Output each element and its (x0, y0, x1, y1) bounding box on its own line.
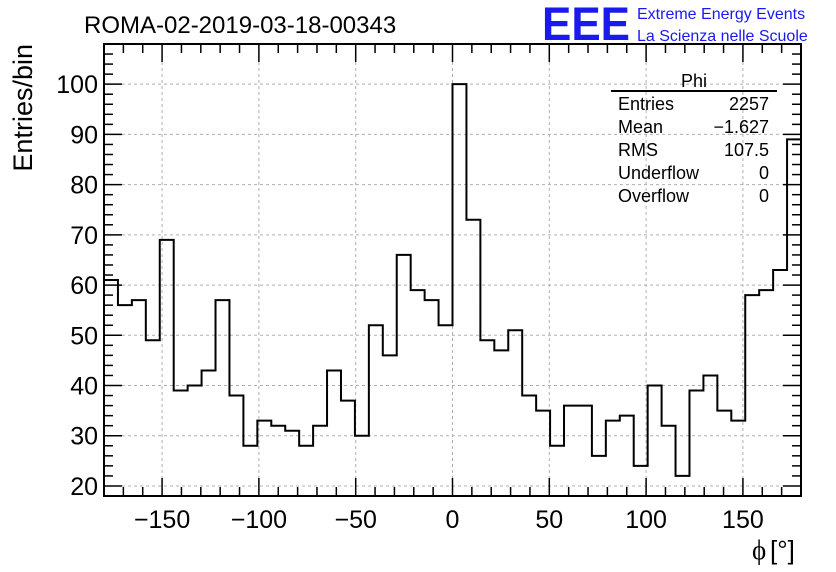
stats-title: Phi (681, 71, 707, 91)
y-tick-label: 60 (70, 272, 98, 300)
y-tick-labels: 20 30 40 50 60 70 80 90 100 (56, 71, 98, 501)
y-tick-label: 20 (70, 473, 98, 501)
stats-value: 0 (759, 163, 769, 183)
stats-value: 0 (759, 186, 769, 206)
y-axis-label: Entries/bin (8, 44, 38, 172)
y-tick-label: 100 (56, 71, 98, 99)
logo-mark: EEE (542, 0, 630, 50)
logo-line-1: Extreme Energy Events (637, 6, 805, 23)
plot-frame (103, 43, 802, 497)
stats-box: Phi Entries 2257 Mean −1.627 RMS 107.5 Underfl… (611, 71, 777, 206)
x-tick-label: 50 (535, 506, 563, 534)
stats-value: 107.5 (724, 140, 769, 160)
x-tick-label: 150 (722, 506, 764, 534)
y-tick-label: 80 (70, 172, 98, 200)
y-tick-label: 90 (70, 121, 98, 149)
stats-value: 2257 (729, 94, 769, 114)
y-tick-label: 30 (70, 423, 98, 451)
axis-ticks (104, 44, 801, 496)
x-axis-symbol: ϕ (752, 535, 766, 565)
x-axis-unit: [°] (770, 535, 795, 565)
x-tick-label: −150 (134, 506, 190, 534)
x-tick-label: −50 (334, 506, 376, 534)
stats-label: Underflow (618, 163, 700, 183)
x-tick-label: 100 (625, 506, 667, 534)
stats-label: Entries (618, 94, 674, 114)
stats-label: RMS (618, 140, 658, 160)
stats-label: Overflow (618, 186, 690, 206)
y-tick-label: 70 (70, 222, 98, 250)
eee-logo: EEE Extreme Energy Events La Scienza nel… (542, 0, 808, 50)
x-axis-label: ϕ [°] (752, 535, 795, 565)
chart-title: ROMA-02-2019-03-18-00343 (84, 12, 396, 39)
histogram-series (104, 83, 801, 477)
x-tick-label: 0 (446, 506, 460, 534)
y-tick-label: 40 (70, 373, 98, 401)
x-tick-label: −100 (231, 506, 287, 534)
logo-line-2: La Scienza nelle Scuole (637, 28, 808, 45)
stats-value: −1.627 (713, 117, 769, 137)
y-tick-label: 50 (70, 322, 98, 350)
x-tick-labels: −150 −100 −50 0 50 100 150 (134, 506, 764, 534)
stats-label: Mean (618, 117, 663, 137)
